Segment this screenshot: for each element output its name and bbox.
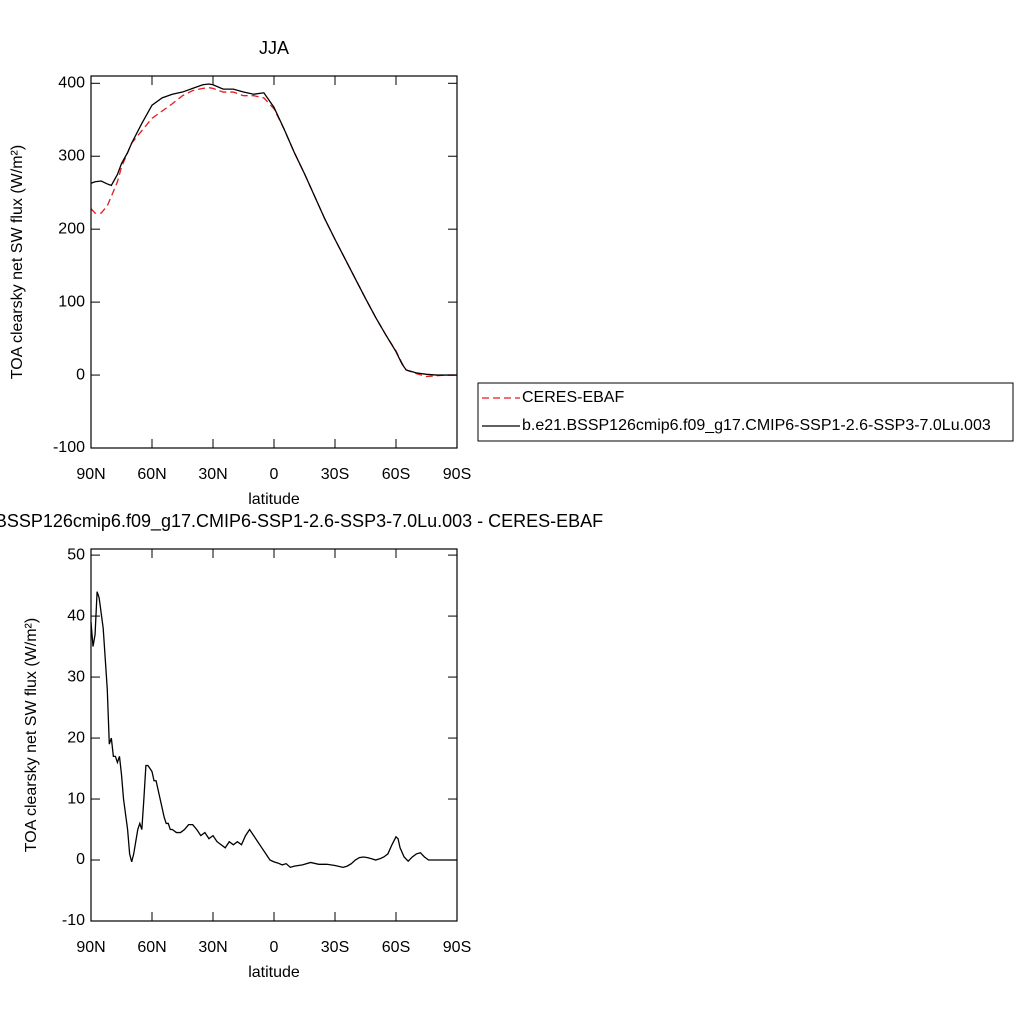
x-tick-label: 30S	[321, 939, 349, 956]
y-tick-label: 40	[67, 607, 85, 624]
legend-box	[477, 382, 1014, 442]
x-tick-label: 60N	[137, 466, 166, 483]
x-tick-label: 60N	[137, 939, 166, 956]
chart-title: b.e21.BSSP126cmip6.f09_g17.CMIP6-SSP1-2.…	[0, 511, 603, 532]
x-tick-label: 30N	[198, 939, 227, 956]
y-axis-label: TOA clearsky net SW flux (W/m²)	[23, 618, 40, 852]
y-tick-label: 30	[67, 668, 85, 685]
x-tick-label: 30N	[198, 466, 227, 483]
x-tick-label: 90N	[76, 939, 105, 956]
y-tick-label: 200	[58, 220, 85, 237]
x-tick-label: 90S	[443, 466, 471, 483]
y-tick-label: 300	[58, 147, 85, 164]
y-tick-label: -100	[53, 439, 85, 456]
y-tick-label: 400	[58, 75, 85, 92]
x-tick-label: 60S	[382, 466, 410, 483]
plot-frame	[90, 75, 458, 449]
y-tick-label: 50	[67, 546, 85, 563]
x-axis-label: latitude	[248, 964, 300, 981]
x-tick-label: 0	[270, 466, 279, 483]
y-tick-label: -10	[62, 912, 85, 929]
series-line	[90, 591, 457, 869]
y-axis-label: TOA clearsky net SW flux (W/m²)	[9, 145, 26, 379]
series-line	[90, 87, 457, 378]
y-tick-label: 0	[76, 851, 85, 868]
x-axis-label: latitude	[248, 491, 300, 508]
y-tick-label: 10	[67, 790, 85, 807]
y-tick-label: 100	[58, 293, 85, 310]
y-tick-label: 20	[67, 729, 85, 746]
chart-title: JJA	[259, 38, 289, 58]
x-tick-label: 30S	[321, 466, 349, 483]
legend-label: CERES-EBAF	[522, 389, 624, 406]
x-tick-label: 60S	[382, 939, 410, 956]
series-line	[90, 83, 457, 376]
x-tick-label: 0	[270, 939, 279, 956]
plot-frame	[90, 548, 458, 922]
x-tick-label: 90N	[76, 466, 105, 483]
x-tick-label: 90S	[443, 939, 471, 956]
y-tick-label: 0	[76, 366, 85, 383]
legend-label: b.e21.BSSP126cmip6.f09_g17.CMIP6-SSP1-2.…	[522, 417, 991, 434]
